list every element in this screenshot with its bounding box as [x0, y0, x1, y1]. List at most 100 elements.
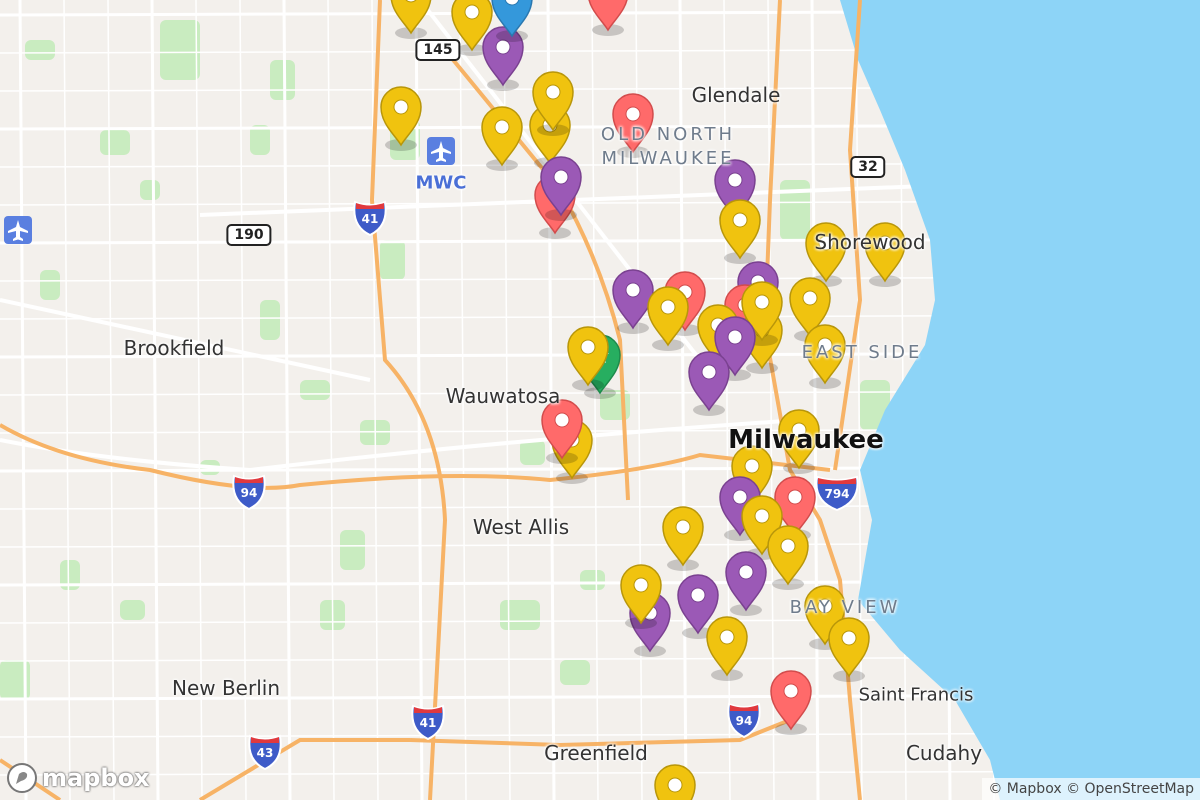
- park-area: [380, 240, 405, 280]
- marker-dot: [495, 39, 511, 55]
- street: [107, 0, 115, 800]
- street: [591, 0, 599, 800]
- map-marker-yellow[interactable]: [706, 616, 748, 681]
- street: [414, 0, 424, 800]
- marker-pin-icon: [541, 399, 583, 460]
- label-brookfield: Brookfield: [123, 336, 225, 360]
- marker-dot: [701, 364, 717, 380]
- map-marker-yellow[interactable]: [654, 764, 696, 800]
- park-area: [340, 530, 365, 570]
- marker-dot: [787, 489, 803, 505]
- map-marker-purple[interactable]: [540, 156, 582, 221]
- marker-dot: [554, 412, 570, 428]
- marker-pin-icon: [532, 71, 574, 132]
- marker-dot: [780, 538, 796, 554]
- map-marker-red[interactable]: [770, 670, 812, 735]
- highway: [833, 0, 863, 471]
- marker-dot: [754, 294, 770, 310]
- marker-dot: [802, 290, 818, 306]
- map-marker-yellow[interactable]: [804, 324, 846, 389]
- map-marker-purple[interactable]: [612, 269, 654, 334]
- marker-dot: [791, 422, 807, 438]
- map-marker-red[interactable]: [588, 0, 628, 36]
- map-marker-yellow[interactable]: [805, 222, 847, 287]
- street: [150, 0, 160, 800]
- map-marker-yellow[interactable]: [864, 222, 906, 287]
- marker-dot: [393, 99, 409, 115]
- marker-dot: [660, 299, 676, 315]
- marker-dot: [817, 337, 833, 353]
- label-shorewood: Shorewood: [814, 230, 926, 254]
- street: [18, 0, 28, 800]
- marker-dot: [667, 777, 683, 793]
- interstate-shield-43: 43: [248, 734, 282, 771]
- map-marker-yellow[interactable]: [380, 86, 422, 151]
- street: [327, 0, 335, 800]
- map-marker-yellow[interactable]: [620, 564, 662, 629]
- map-marker-yellow[interactable]: [567, 326, 609, 391]
- marker-pin-icon: [481, 106, 523, 167]
- map-marker-yellow[interactable]: [481, 106, 523, 171]
- marker-dot: [719, 629, 735, 645]
- street: [855, 0, 863, 800]
- street: [767, 0, 775, 800]
- highway: [409, 718, 791, 748]
- map-marker-yellow[interactable]: [390, 0, 432, 39]
- marker-dot: [727, 172, 743, 188]
- map-marker-purple[interactable]: [725, 551, 767, 616]
- map-marker-purple[interactable]: [677, 574, 719, 639]
- label-milwaukee: Milwaukee: [728, 425, 884, 455]
- map-marker-red[interactable]: [612, 93, 654, 158]
- park-area: [100, 130, 130, 155]
- map-marker-yellow[interactable]: [767, 525, 809, 590]
- park-area: [160, 20, 200, 80]
- marker-dot: [754, 508, 770, 524]
- map-marker-purple[interactable]: [482, 26, 524, 91]
- marker-dot: [625, 106, 641, 122]
- marker-pin-icon: [719, 199, 761, 260]
- map-marker-yellow[interactable]: [451, 0, 493, 56]
- map-marker-yellow[interactable]: [719, 199, 761, 264]
- map-marker-yellow[interactable]: [662, 506, 704, 571]
- map-marker-yellow[interactable]: [828, 617, 870, 682]
- label-wauwatosa: Wauwatosa: [445, 384, 561, 408]
- highway: [369, 0, 448, 800]
- marker-pin-icon: [380, 86, 422, 147]
- park-area: [300, 380, 330, 400]
- marker-pin-icon: [451, 0, 493, 52]
- street: [459, 0, 467, 800]
- map-marker-yellow[interactable]: [647, 286, 689, 351]
- marker-pin-icon: [767, 525, 809, 586]
- marker-pin-icon: [805, 222, 847, 283]
- map-marker-red[interactable]: [541, 399, 583, 464]
- park-area: [120, 600, 145, 620]
- label-glendale: Glendale: [691, 83, 781, 107]
- marker-dot: [553, 169, 569, 185]
- airport-icon: [4, 216, 32, 244]
- park-area: [580, 570, 605, 590]
- marker-dot: [625, 282, 641, 298]
- shield-number: 94: [240, 486, 258, 500]
- attribution[interactable]: © Mapbox © OpenStreetMap: [982, 778, 1200, 800]
- park-area: [560, 660, 590, 685]
- park-area: [500, 600, 540, 630]
- shield-number: 43: [256, 746, 274, 760]
- map-marker-blue[interactable]: [491, 0, 533, 42]
- park-area: [270, 60, 295, 100]
- park-area: [260, 300, 280, 340]
- label-bay-view: BAY VIEW: [789, 597, 901, 618]
- park-area: [0, 660, 30, 700]
- park-area: [140, 180, 160, 200]
- map-marker-yellow[interactable]: [532, 71, 574, 136]
- highway: [0, 423, 831, 490]
- marker-pin-icon: [662, 506, 704, 567]
- map-marker-purple[interactable]: [688, 351, 730, 416]
- mapbox-logo[interactable]: mapbox: [6, 762, 150, 794]
- park-area: [780, 180, 810, 240]
- label-old-north-milwaukee: OLD NORTH MILWAUKEE: [601, 123, 735, 171]
- mapbox-logo-icon: [7, 763, 37, 793]
- lake-michigan: [840, 0, 1200, 800]
- arterial-road: [0, 418, 801, 473]
- map-marker-yellow[interactable]: [778, 409, 820, 474]
